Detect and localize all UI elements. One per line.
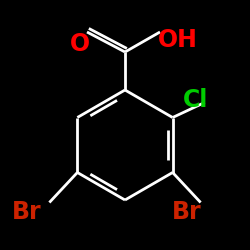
Text: Cl: Cl	[183, 88, 208, 112]
Text: Br: Br	[172, 200, 202, 224]
Text: Br: Br	[12, 200, 42, 224]
Text: OH: OH	[158, 28, 198, 52]
Text: O: O	[70, 32, 90, 56]
